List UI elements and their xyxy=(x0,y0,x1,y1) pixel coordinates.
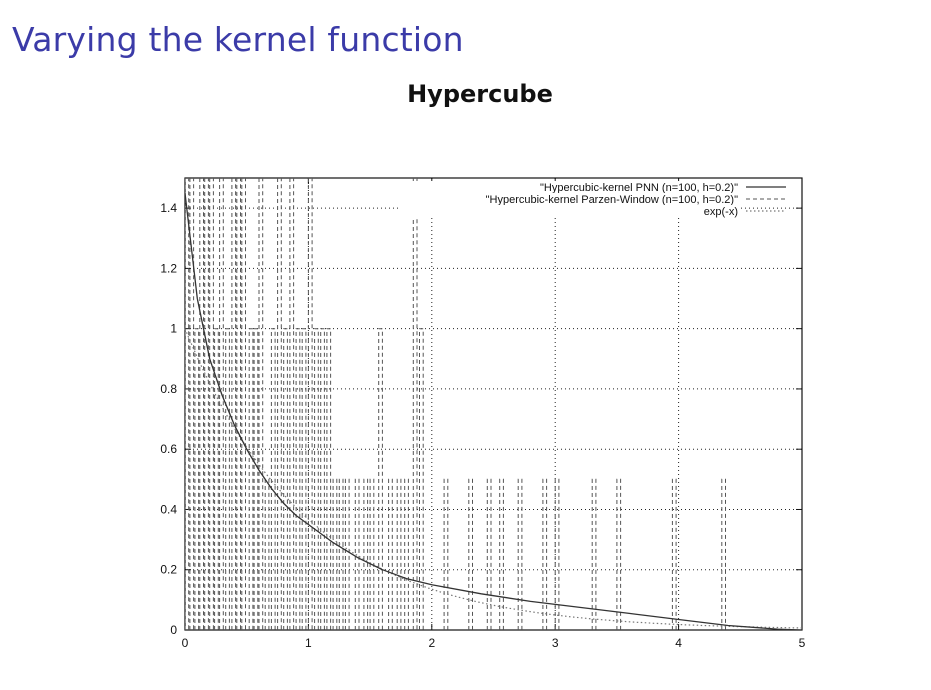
parzen-spike xyxy=(231,178,237,630)
parzen-spike xyxy=(332,478,338,630)
y-tick-label: 0 xyxy=(170,623,177,637)
parzen-spike xyxy=(189,178,195,630)
parzen-spike xyxy=(443,478,449,630)
series-line-exp xyxy=(184,328,803,629)
parzen-spike xyxy=(204,178,209,630)
x-tick-label: 3 xyxy=(552,636,559,650)
y-tick-label: 0.8 xyxy=(160,382,177,396)
y-tick-label: 0.4 xyxy=(160,502,177,516)
chart-title: Hypercube xyxy=(407,80,553,108)
parzen-spike xyxy=(320,328,325,630)
parzen-spike xyxy=(591,478,597,630)
series-pnn xyxy=(185,193,802,630)
y-tick-label: 1.2 xyxy=(160,261,177,275)
tick-labels: 0 1 2 3 4 5 0 0.2 0.4 0.6 0.8 1 1.2 1.4 xyxy=(160,201,805,650)
parzen-spike xyxy=(307,178,313,630)
parzen-spike xyxy=(219,178,224,630)
parzen-spike xyxy=(209,178,214,630)
legend: "Hypercubic-kernel PNN (n=100, h=0.2)""H… xyxy=(400,181,786,218)
parzen-spike xyxy=(388,478,393,630)
parzen-spike xyxy=(258,178,264,630)
parzen-spike xyxy=(396,478,402,630)
legend-label: "Hypercubic-kernel PNN (n=100, h=0.2)" xyxy=(540,182,738,194)
parzen-spike xyxy=(671,478,677,630)
y-tick-label: 0.6 xyxy=(160,442,177,456)
parzen-spike xyxy=(369,478,375,630)
parzen-spike xyxy=(264,478,270,630)
series-line-pnn xyxy=(185,193,802,630)
parzen-spike xyxy=(248,328,254,630)
x-tick-label: 5 xyxy=(799,636,806,650)
parzen-spike xyxy=(542,478,548,630)
parzen-spike xyxy=(194,328,200,630)
parzen-spike xyxy=(236,178,241,630)
parzen-spike xyxy=(468,478,473,630)
parzen-spike xyxy=(295,328,301,630)
x-tick-label: 4 xyxy=(675,636,682,650)
parzen-spike xyxy=(378,328,383,630)
parzen-spike xyxy=(338,478,344,630)
parzen-spike xyxy=(314,328,319,630)
x-tick-label: 1 xyxy=(305,636,312,650)
parzen-spike xyxy=(289,178,295,630)
parzen-spike xyxy=(241,178,246,630)
parzen-spike xyxy=(253,328,259,630)
parzen-spike xyxy=(554,478,560,630)
y-tick-label: 1 xyxy=(170,322,177,336)
parzen-spike xyxy=(344,478,350,630)
parzen-spike xyxy=(517,478,523,630)
parzen-spike xyxy=(225,328,230,630)
parzen-spike xyxy=(721,478,726,630)
series-exp xyxy=(184,328,803,629)
parzen-spike xyxy=(419,328,424,630)
legend-bg xyxy=(400,205,738,217)
parzen-spike xyxy=(301,328,307,630)
x-tick-label: 2 xyxy=(428,636,435,650)
y-tick-label: 0.2 xyxy=(160,563,177,577)
slide-title: Varying the kernel function xyxy=(12,20,464,59)
parzen-spike xyxy=(214,328,219,630)
legend-bg xyxy=(400,181,738,193)
y-tick-label: 1.4 xyxy=(160,201,177,215)
parzen-spike xyxy=(616,478,622,630)
parzen-spike xyxy=(277,178,282,630)
parzen-spike xyxy=(326,328,332,630)
parzen-spike xyxy=(486,478,492,630)
parzen-spike xyxy=(404,478,409,630)
x-tick-label: 0 xyxy=(182,636,189,650)
parzen-spike xyxy=(283,328,288,630)
parzen-spike xyxy=(363,478,369,630)
parzen-spike xyxy=(199,178,204,630)
legend-bg xyxy=(400,193,738,205)
legend-label: "Hypercubic-kernel Parzen-Window (n=100,… xyxy=(486,194,738,206)
parzen-spike xyxy=(270,328,276,630)
parzen-spike xyxy=(412,178,418,630)
series-parzen-window xyxy=(185,178,726,630)
legend-label: exp(-x) xyxy=(704,206,738,218)
parzen-spike xyxy=(185,178,190,630)
